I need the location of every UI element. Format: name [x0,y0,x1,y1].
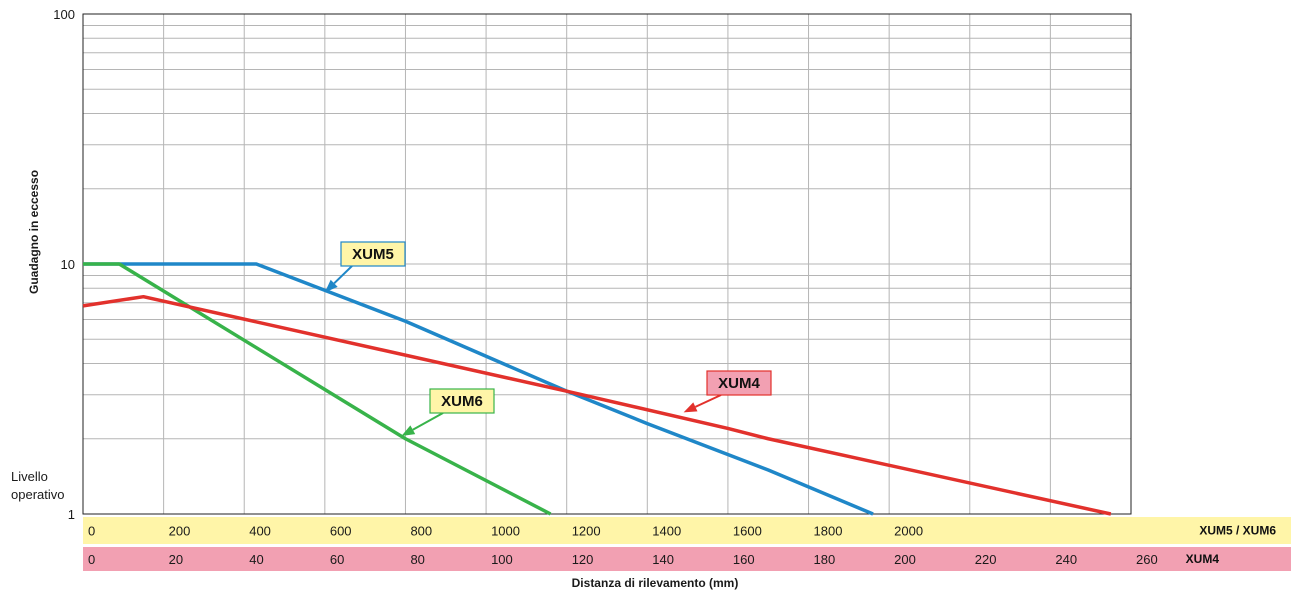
x-tick-label: 400 [249,524,271,539]
x-tick-label: 1200 [572,524,601,539]
x-tick-label: 800 [410,524,432,539]
x-tick-label: 100 [491,552,513,567]
x-tick-label: 2000 [894,524,923,539]
callout-arrow-head [324,279,338,293]
callout-box [706,370,772,396]
series-line [83,262,552,516]
series-lines [82,262,1112,516]
x-scale-band [83,547,1291,571]
x-tick-label: 180 [814,552,836,567]
series-label: XUM6 [441,393,483,410]
x-scale-label: XUM4 [1186,552,1220,566]
x-tick-label: 0 [88,524,95,539]
y-tick-label: 100 [53,7,75,22]
x-tick-label: 1800 [814,524,843,539]
x-tick-label: 60 [330,552,344,567]
series-line [82,294,1112,516]
callout-arrow-shaft [333,265,353,285]
callout-arrow-shaft [694,394,722,408]
callout-box [429,388,495,414]
y-tick-label: 1 [68,507,75,522]
x-tick-label: 140 [652,552,674,567]
operating-level-label-line-2: operativo [11,487,64,502]
callout-arrow-head [401,425,416,437]
x-tick-label: 0 [88,552,95,567]
x-tick-label: 1600 [733,524,762,539]
operating-level-label-line-1: Livello [11,469,48,484]
y-tick-labels: 1 10 100 [53,7,75,522]
x-tick-label: 40 [249,552,263,567]
x-tick-label: 120 [572,552,594,567]
x-tick-label: 1400 [652,524,681,539]
x-tick-label: 80 [410,552,424,567]
x-scale-label: XUM5 / XUM6 [1199,524,1276,538]
callout-arrow-head [683,402,698,413]
series-label: XUM4 [718,375,760,392]
series-label: XUM5 [352,246,394,263]
x-tick-label: 240 [1055,552,1077,567]
x-axis-title: Distanza di rilevamento (mm) [572,576,739,590]
x-tick-label: 200 [169,524,191,539]
x-tick-label: 220 [975,552,997,567]
x-tick-label: 20 [169,552,183,567]
x-tick-label: 200 [894,552,916,567]
callout-box [340,241,406,267]
y-axis-title: Guadagno in eccesso [27,170,41,294]
callout-arrow-shaft [412,412,444,431]
x-scale-band [83,517,1291,544]
y-tick-label: 10 [61,257,75,272]
x-tick-label: 260 [1136,552,1158,567]
x-scale-bands: 0 200 400 600 800 1000 1200 1400 1600 1800 2000 XUM… [83,517,1291,571]
x-tick-label: 1000 [491,524,520,539]
series-callouts: XUM5 XUM6 XUM4 [324,241,772,437]
x-tick-label: 600 [330,524,352,539]
x-tick-label: 160 [733,552,755,567]
